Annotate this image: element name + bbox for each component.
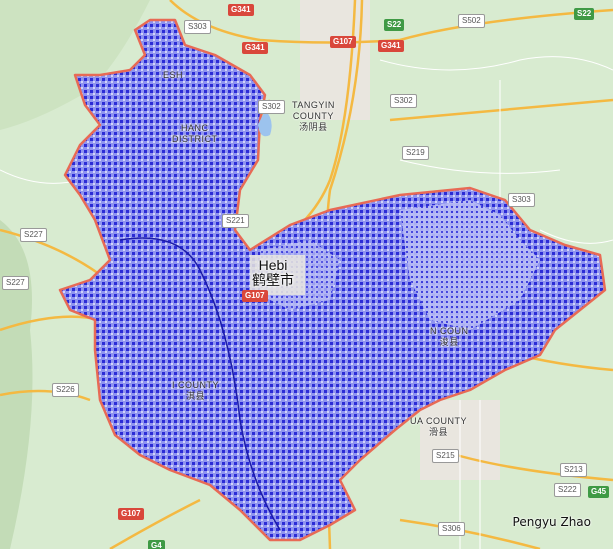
road-shield-s219: S219	[402, 146, 429, 160]
road-shield-s303: S303	[184, 20, 211, 34]
road-shield-g341: G341	[378, 40, 404, 52]
road-shield-s222: S222	[554, 483, 581, 497]
road-shield-g45: G45	[588, 486, 610, 498]
road-shield-s302: S302	[390, 94, 417, 108]
city-label-hebi[interactable]: Hebi 鹤壁市	[252, 257, 294, 288]
water-body	[258, 110, 272, 137]
road-shield-s302: S302	[258, 100, 285, 114]
place-label-tangyin-county[interactable]: TANGYIN COUNTY 汤阴县	[292, 100, 335, 132]
road-shield-s215: S215	[432, 449, 459, 463]
river	[119, 237, 281, 531]
place-label-hua-county[interactable]: UA COUNTY 滑县	[410, 416, 468, 437]
road-shield-s227: S227	[20, 228, 47, 242]
road-shield-s227: S227	[2, 276, 29, 290]
road-shield-g107: G107	[118, 508, 144, 520]
road-shield-s22: S22	[384, 19, 405, 31]
terrain-hills-north	[0, 0, 150, 130]
overlay-light-east	[400, 200, 540, 330]
place-label-xun-county[interactable]: N COUN 浚县	[430, 326, 469, 347]
urban-hebi	[250, 255, 305, 295]
road-shield-s306: S306	[438, 522, 465, 536]
place-label-hanc-district[interactable]: HANC DISTRICT	[172, 123, 218, 144]
road-shield-s213: S213	[560, 463, 587, 477]
road-shield-g107: G107	[242, 290, 268, 302]
road-shield-g341: G341	[242, 42, 268, 54]
terrain-hills	[0, 220, 33, 549]
road-shield-s226: S226	[52, 383, 79, 397]
map-credit: Pengyu Zhao	[512, 515, 591, 529]
road-shield-g107: G107	[330, 36, 356, 48]
road-shield-g341: G341	[228, 4, 254, 16]
road-shield-s502: S502	[458, 14, 485, 28]
road-shield-s22: S22	[574, 8, 595, 20]
place-label-qi-county[interactable]: I COUNTY 淇县	[172, 380, 220, 401]
place-label-esh[interactable]: ESH	[163, 70, 184, 80]
road-shield-g4: G4	[148, 540, 165, 549]
road-shield-s221: S221	[222, 214, 249, 228]
road-shield-s303: S303	[508, 193, 535, 207]
